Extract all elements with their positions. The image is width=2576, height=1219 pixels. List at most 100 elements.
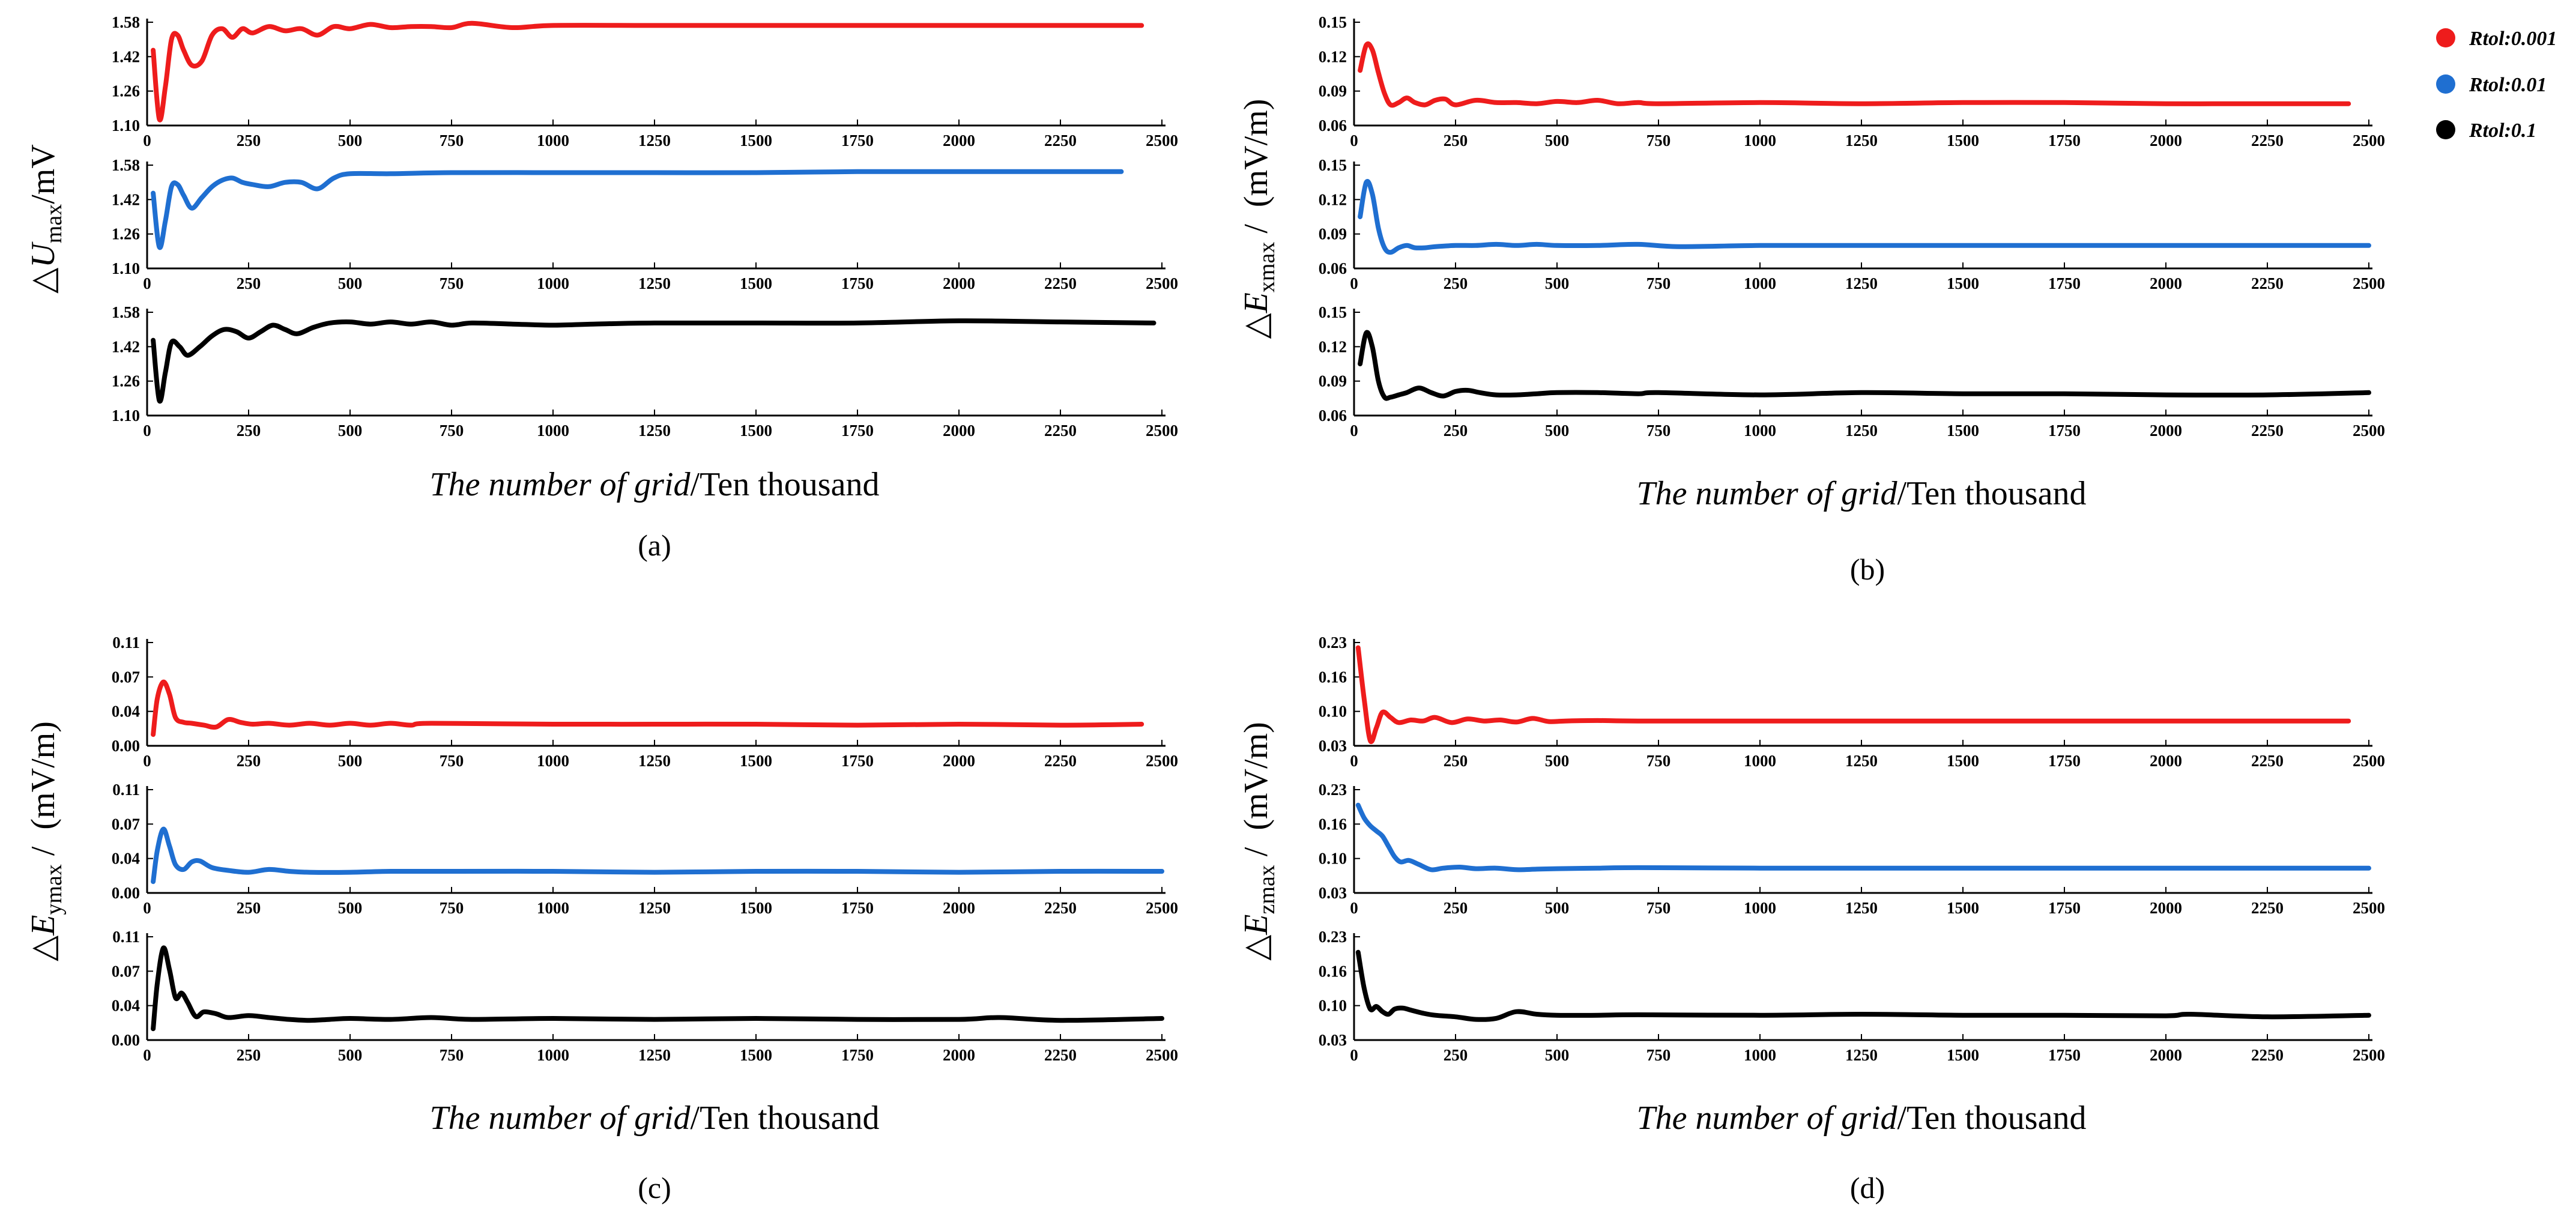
x-tick-label: 1250 <box>638 274 671 292</box>
y-axis-title: △Exmax / (mV/m) <box>1238 99 1280 339</box>
x-tick-label: 2500 <box>1146 899 1178 917</box>
x-tick-label: 750 <box>440 422 464 440</box>
x-tick-label: 750 <box>440 132 464 150</box>
subplot-3: 0 250 500 750 1000 1250 1500 1750 2000 2250 2500 1.… <box>112 303 1178 440</box>
x-tick-label: 500 <box>338 132 363 150</box>
x-tick-label: 500 <box>338 752 363 770</box>
x-tick-label: 500 <box>1545 132 1570 150</box>
x-tick-label: 750 <box>1646 1046 1671 1064</box>
y-tick-label: 0.16 <box>1319 962 1347 980</box>
x-axis-title: The number of grid/Ten thousand <box>1637 475 2087 512</box>
x-tick-label: 1750 <box>2048 132 2081 150</box>
series-line-rtol-0-1 <box>1355 949 2371 1022</box>
y-tick-label: 1.10 <box>112 407 140 425</box>
x-tick-label: 1000 <box>537 274 569 292</box>
x-tick-label: 1250 <box>1845 752 1878 770</box>
y-tick-label: 0.11 <box>112 928 140 946</box>
series-line-rtol-0-001 <box>151 679 1144 737</box>
x-tick-label: 2500 <box>1146 132 1178 150</box>
x-tick-label: 0 <box>1350 274 1358 292</box>
y-tick-label: 0.12 <box>1319 190 1347 208</box>
chart-panel-a: 0 250 500 750 1000 1250 1500 1750 2000 2250 25001.… <box>25 13 1178 562</box>
x-tick-label: 2500 <box>1146 1046 1178 1064</box>
x-axis-title: The number of grid/Ten thousand <box>430 1100 880 1137</box>
y-tick-label: 1.58 <box>112 13 140 31</box>
x-tick-label: 1750 <box>2048 422 2081 440</box>
x-tick-label: 750 <box>1646 422 1671 440</box>
y-tick-label: 0.15 <box>1319 13 1347 31</box>
x-tick-label: 2500 <box>2353 752 2385 770</box>
legend-marker-rtol-0001 <box>2436 28 2455 47</box>
x-tick-label: 1000 <box>1744 132 1776 150</box>
x-tick-label: 2500 <box>2353 132 2385 150</box>
x-tick-label: 1250 <box>638 899 671 917</box>
x-tick-label: 2500 <box>1146 422 1178 440</box>
x-tick-label: 1750 <box>841 274 874 292</box>
legend-label-rtol-01: Rtol:0.1 <box>2469 119 2536 142</box>
x-tick-label: 1750 <box>841 752 874 770</box>
x-tick-label: 1000 <box>537 422 569 440</box>
x-tick-label: 250 <box>237 1046 261 1064</box>
legend: Rtol:0.001 Rtol:0.01 Rtol:0.1 <box>2436 28 2557 142</box>
x-tick-label: 1500 <box>1947 899 1979 917</box>
y-tick-label: 1.58 <box>112 156 140 174</box>
subplot-3: 0 250 500 750 1000 1250 1500 1750 2000 2250 2500 0.… <box>112 928 1178 1064</box>
chart-panel-c: 0 250 500 750 1000 1250 1500 1750 2000 2250 25000.… <box>25 634 1178 1205</box>
x-tick-label: 0 <box>1350 752 1358 770</box>
x-tick-label: 1000 <box>1744 899 1776 917</box>
x-tick-label: 1000 <box>537 899 569 917</box>
x-tick-label: 1750 <box>2048 274 2081 292</box>
x-tick-label: 1500 <box>1947 752 1979 770</box>
x-tick-label: 2500 <box>2353 274 2385 292</box>
y-tick-label: 1.10 <box>112 116 140 135</box>
x-tick-label: 0 <box>1350 1046 1358 1064</box>
x-tick-label: 1500 <box>740 132 772 150</box>
x-tick-label: 500 <box>338 274 363 292</box>
chart-panel-b: 0 250 500 750 1000 1250 1500 1750 2000 2250 25000.… <box>1238 13 2385 586</box>
x-tick-label: 2250 <box>1044 752 1077 770</box>
panel-label: (a) <box>638 528 671 562</box>
x-tick-label: 1000 <box>537 752 569 770</box>
x-tick-label: 1500 <box>740 752 772 770</box>
y-tick-label: 0.23 <box>1319 928 1347 946</box>
x-tick-label: 250 <box>237 274 261 292</box>
y-axis-title: △Eymax / (mV/m) <box>25 721 67 961</box>
x-tick-label: 1500 <box>740 1046 772 1064</box>
x-tick-label: 750 <box>440 274 464 292</box>
y-tick-label: 0.10 <box>1319 703 1347 721</box>
x-tick-label: 2250 <box>1044 422 1077 440</box>
x-tick-label: 2000 <box>943 1046 975 1064</box>
x-tick-label: 250 <box>237 132 261 150</box>
panel-label: (c) <box>638 1171 671 1205</box>
x-tick-label: 250 <box>1444 1046 1468 1064</box>
x-tick-label: 2000 <box>943 752 975 770</box>
subplot-2: 0 250 500 750 1000 1250 1500 1750 2000 2250 2500 0.… <box>1319 781 2385 917</box>
x-tick-label: 1500 <box>740 274 772 292</box>
x-tick-label: 1750 <box>2048 899 2081 917</box>
subplot-2: 0 250 500 750 1000 1250 1500 1750 2000 2250 2500 1.… <box>112 156 1178 292</box>
x-tick-label: 1000 <box>1744 274 1776 292</box>
x-tick-label: 1500 <box>740 899 772 917</box>
x-tick-label: 2250 <box>2251 132 2284 150</box>
y-tick-label: 1.42 <box>112 47 140 65</box>
x-tick-label: 1250 <box>638 422 671 440</box>
x-tick-label: 500 <box>1545 752 1570 770</box>
x-tick-label: 1250 <box>1845 274 1878 292</box>
x-tick-label: 500 <box>338 899 363 917</box>
y-tick-label: 0.03 <box>1319 737 1347 755</box>
x-tick-label: 0 <box>143 274 151 292</box>
x-tick-label: 2250 <box>2251 899 2284 917</box>
x-tick-label: 0 <box>143 422 151 440</box>
y-tick-label: 0.00 <box>112 884 140 902</box>
x-tick-label: 2250 <box>1044 899 1077 917</box>
subplot-3: 0 250 500 750 1000 1250 1500 1750 2000 2250 2500 0.… <box>1319 303 2385 440</box>
y-tick-label: 0.07 <box>112 668 140 686</box>
x-tick-label: 2250 <box>2251 1046 2284 1064</box>
x-tick-label: 1750 <box>841 422 874 440</box>
x-tick-label: 2000 <box>943 274 975 292</box>
subplot-2: 0 250 500 750 1000 1250 1500 1750 2000 2250 2500 0.… <box>112 781 1178 917</box>
panel-label: (d) <box>1850 1171 1885 1205</box>
x-tick-label: 250 <box>1444 274 1468 292</box>
series-line-rtol-0-01 <box>151 826 1164 885</box>
